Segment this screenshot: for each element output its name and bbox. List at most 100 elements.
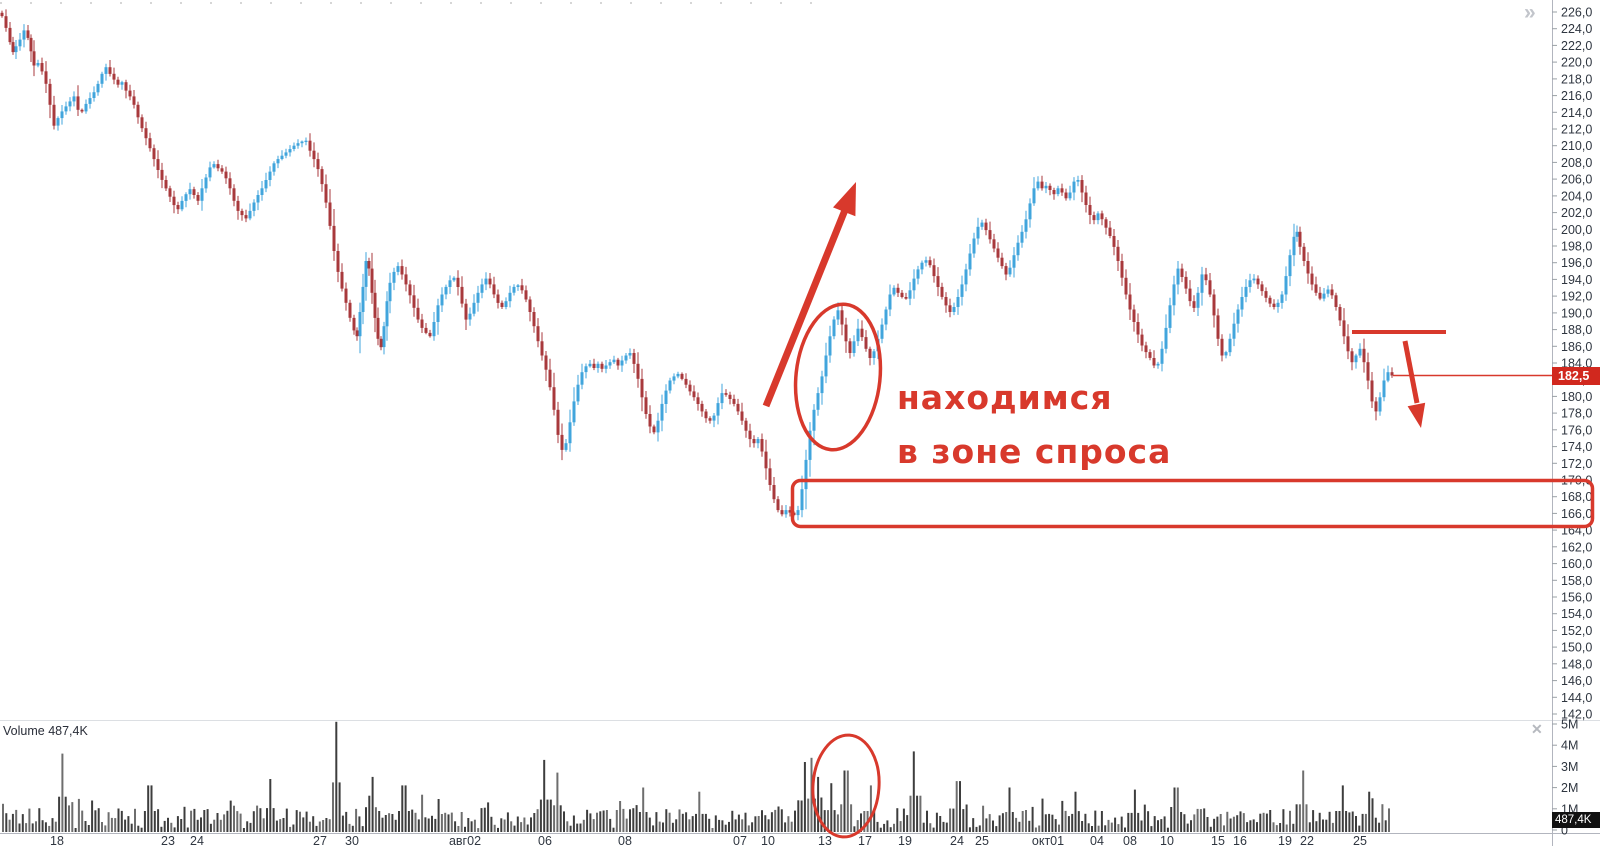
demand-zone-rectangle[interactable] (790, 478, 1595, 529)
price-circle-highlight[interactable] (789, 300, 888, 454)
volume-bar (992, 820, 994, 832)
volume-bar (8, 819, 11, 832)
candle-body (636, 363, 640, 379)
candle-body (44, 71, 48, 84)
volume-tick-label: 2M (1561, 781, 1578, 795)
time-tick-label: 16 (1233, 834, 1247, 846)
volume-bar (252, 811, 255, 832)
volume-indicator-header[interactable]: Volume 487,4K (3, 724, 88, 738)
volume-bar (266, 808, 268, 832)
candle-body (216, 164, 220, 169)
collapse-panel-icon[interactable]: » (1524, 1, 1536, 24)
volume-bar (338, 782, 341, 832)
volume-bar (1124, 827, 1126, 832)
volume-bar (104, 825, 107, 832)
candle-body (1092, 215, 1096, 221)
volume-bar (1091, 826, 1093, 832)
volume-bar (533, 813, 536, 832)
candle-body (292, 145, 296, 149)
volume-bar (302, 817, 305, 832)
candle-body (500, 302, 504, 307)
volume-bar (242, 828, 245, 832)
candle-body (100, 73, 104, 84)
price-tick-label: 210,0 (1561, 139, 1592, 153)
candle-body (1248, 280, 1252, 287)
volume-bar (21, 814, 24, 832)
volume-bar (1358, 825, 1361, 832)
candle-body (256, 195, 260, 203)
candle-body (964, 269, 968, 285)
candle-body (1314, 284, 1318, 293)
candle-body (576, 384, 580, 402)
candle-body (928, 260, 932, 266)
candle-body (1188, 288, 1192, 302)
volume-bar (440, 814, 443, 832)
volume-bar (427, 818, 430, 832)
volume-bar (401, 785, 404, 832)
down-arrow-head[interactable] (1407, 402, 1426, 428)
volume-bar (1252, 819, 1255, 832)
volume-bar (988, 814, 991, 832)
candle-body (832, 319, 836, 337)
candle-body (756, 439, 760, 444)
volume-bar (470, 821, 473, 832)
candle-body (192, 189, 196, 195)
volume-bar (754, 816, 757, 832)
volume-bar (1127, 812, 1130, 832)
volume-bar (902, 808, 905, 832)
volume-bar (863, 811, 866, 832)
price-tick-label: 200,0 (1561, 223, 1592, 237)
volume-bar (1236, 815, 1239, 832)
annotation-text-line1[interactable]: находимся (897, 378, 1113, 417)
volume-bar (193, 808, 196, 832)
candle-body (1200, 274, 1204, 293)
candle-body (476, 292, 480, 303)
volume-bar (1351, 811, 1354, 832)
volume-circle-highlight[interactable] (810, 733, 883, 839)
candle-body (92, 92, 96, 98)
up-trend-arrow-head[interactable] (833, 182, 856, 217)
candle-body (768, 468, 772, 485)
volume-bar (926, 810, 928, 832)
volume-bar (734, 819, 737, 832)
volume-bar (114, 818, 117, 832)
volume-bar (365, 807, 367, 832)
candle-body (1064, 192, 1068, 199)
volume-bar (289, 826, 292, 832)
volume-bar (203, 810, 206, 832)
candle-body (1326, 289, 1330, 294)
candle-body (11, 42, 15, 53)
candle-body (600, 363, 604, 369)
volume-bar (460, 812, 463, 832)
volume-bar (770, 812, 773, 832)
volume-bar (691, 816, 694, 832)
close-volume-icon[interactable]: ✕ (1531, 721, 1543, 737)
candle-body (908, 290, 912, 299)
volume-bar (256, 805, 259, 832)
candle-body (244, 215, 248, 219)
volume-bar (1226, 811, 1229, 832)
annotation-text-line2[interactable]: в зоне спроса (897, 432, 1172, 471)
candle-body (96, 83, 100, 93)
volume-bar (206, 809, 209, 832)
volume-bar (711, 828, 714, 832)
candle-body (1322, 293, 1326, 299)
price-tick-label: 174,0 (1561, 440, 1592, 454)
up-trend-arrow-line[interactable] (762, 208, 849, 408)
price-axis[interactable]: 226,0 224,0 222,0 220,0 218,0 216,0 214,0 212,0… (1552, 6, 1592, 722)
time-tick-label: 25 (1353, 834, 1367, 846)
candle-body (1264, 291, 1268, 298)
down-arrow-line[interactable] (1402, 340, 1420, 404)
volume-bar (1335, 811, 1338, 832)
volume-bar (236, 811, 239, 832)
volume-bar (381, 817, 384, 832)
time-axis[interactable]: 18 23 24 27 30 авг02 06 08 07 10 13 17 19 24 25 окт01 04… (50, 834, 1367, 846)
volume-bar (305, 811, 308, 832)
volume-bar (942, 821, 945, 832)
volume-bar (876, 821, 879, 832)
volume-bar (860, 813, 862, 832)
candle-body (140, 117, 144, 129)
volume-bar (968, 827, 971, 832)
